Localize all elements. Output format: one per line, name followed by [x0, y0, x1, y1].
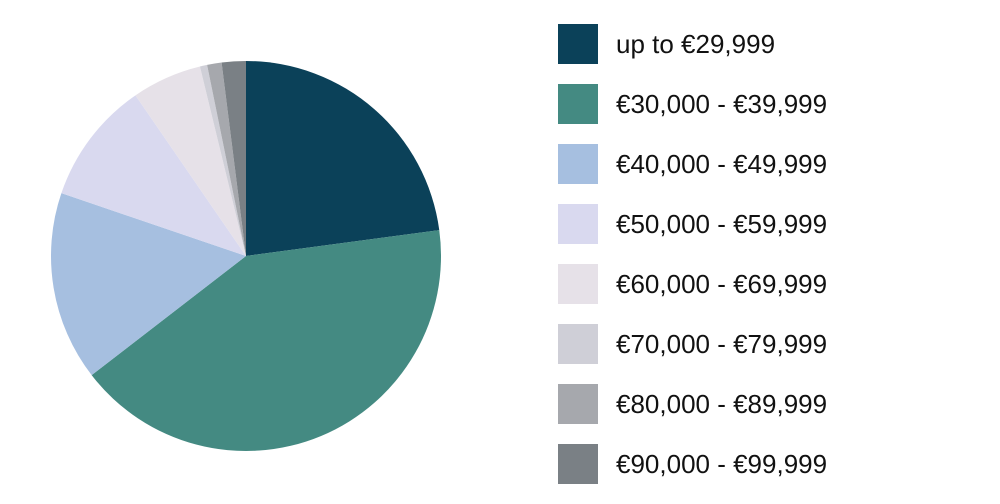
legend-item: €50,000 - €59,999 — [558, 204, 827, 244]
pie-slice — [61, 95, 246, 256]
legend-item: €90,000 - €99,999 — [558, 444, 827, 484]
legend-swatch — [558, 324, 598, 364]
legend-swatch — [558, 84, 598, 124]
legend-item: €80,000 - €89,999 — [558, 384, 827, 424]
legend-item: €60,000 - €69,999 — [558, 264, 827, 304]
pie-slice — [135, 66, 246, 257]
pie-slice — [91, 230, 441, 452]
legend-item: €70,000 - €79,999 — [558, 324, 827, 364]
legend-label: €80,000 - €89,999 — [616, 388, 828, 419]
legend-label: €30,000 - €39,999 — [616, 88, 828, 119]
pie-chart — [50, 61, 441, 452]
legend-label: €90,000 - €99,999 — [616, 448, 828, 479]
pie-slice — [50, 193, 246, 376]
legend-swatch — [558, 204, 598, 244]
legend-swatch — [558, 384, 598, 424]
legend-label: €60,000 - €69,999 — [616, 268, 828, 299]
legend-swatch — [558, 144, 598, 184]
legend-item: up to €29,999 — [558, 24, 827, 64]
legend-label: €70,000 - €79,999 — [616, 328, 828, 359]
pie-slice — [199, 64, 246, 257]
legend-label: €40,000 - €49,999 — [616, 148, 828, 179]
pie-slice — [207, 62, 246, 257]
pie-slice — [221, 61, 246, 256]
legend-item: €40,000 - €49,999 — [558, 144, 827, 184]
legend-item: €30,000 - €39,999 — [558, 84, 827, 124]
legend-label: €50,000 - €59,999 — [616, 208, 828, 239]
legend-swatch — [558, 444, 598, 484]
pie-slice — [246, 61, 440, 256]
legend: up to €29,999 €30,000 - €39,999 €40,000 … — [558, 24, 827, 504]
legend-swatch — [558, 264, 598, 304]
legend-label: up to €29,999 — [616, 28, 776, 59]
legend-swatch — [558, 24, 598, 64]
